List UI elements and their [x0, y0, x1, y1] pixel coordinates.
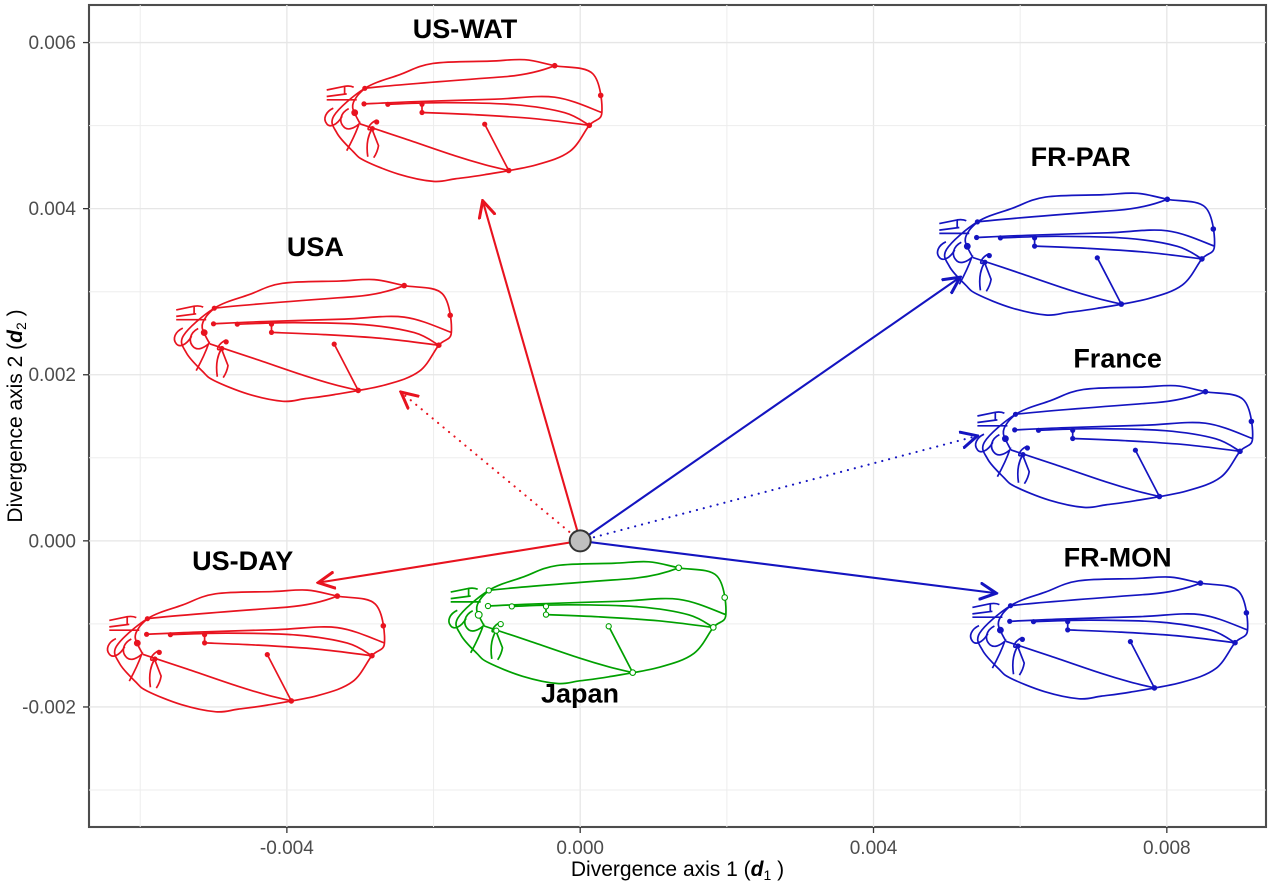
svg-text:US-WAT: US-WAT — [413, 14, 518, 44]
svg-text:Japan: Japan — [541, 679, 619, 709]
svg-text:0.008: 0.008 — [1143, 838, 1191, 859]
svg-text:Divergence axis 2 (d2 ): Divergence axis 2 (d2 ) — [4, 309, 29, 522]
svg-text:Divergence axis 1 (d1 ): Divergence axis 1 (d1 ) — [571, 858, 784, 883]
svg-text:USA: USA — [287, 232, 344, 262]
svg-text:0.004: 0.004 — [28, 199, 76, 220]
svg-text:0.002: 0.002 — [28, 365, 76, 386]
svg-text:-0.004: -0.004 — [260, 838, 314, 859]
svg-text:US-DAY: US-DAY — [192, 546, 293, 576]
svg-text:France: France — [1073, 344, 1162, 374]
svg-text:0.006: 0.006 — [28, 33, 76, 54]
svg-text:FR-PAR: FR-PAR — [1031, 142, 1131, 172]
svg-text:0.000: 0.000 — [28, 531, 76, 552]
svg-text:0.000: 0.000 — [556, 838, 604, 859]
svg-text:FR-MON: FR-MON — [1064, 543, 1172, 573]
svg-text:-0.002: -0.002 — [22, 697, 76, 718]
svg-text:0.004: 0.004 — [850, 838, 898, 859]
